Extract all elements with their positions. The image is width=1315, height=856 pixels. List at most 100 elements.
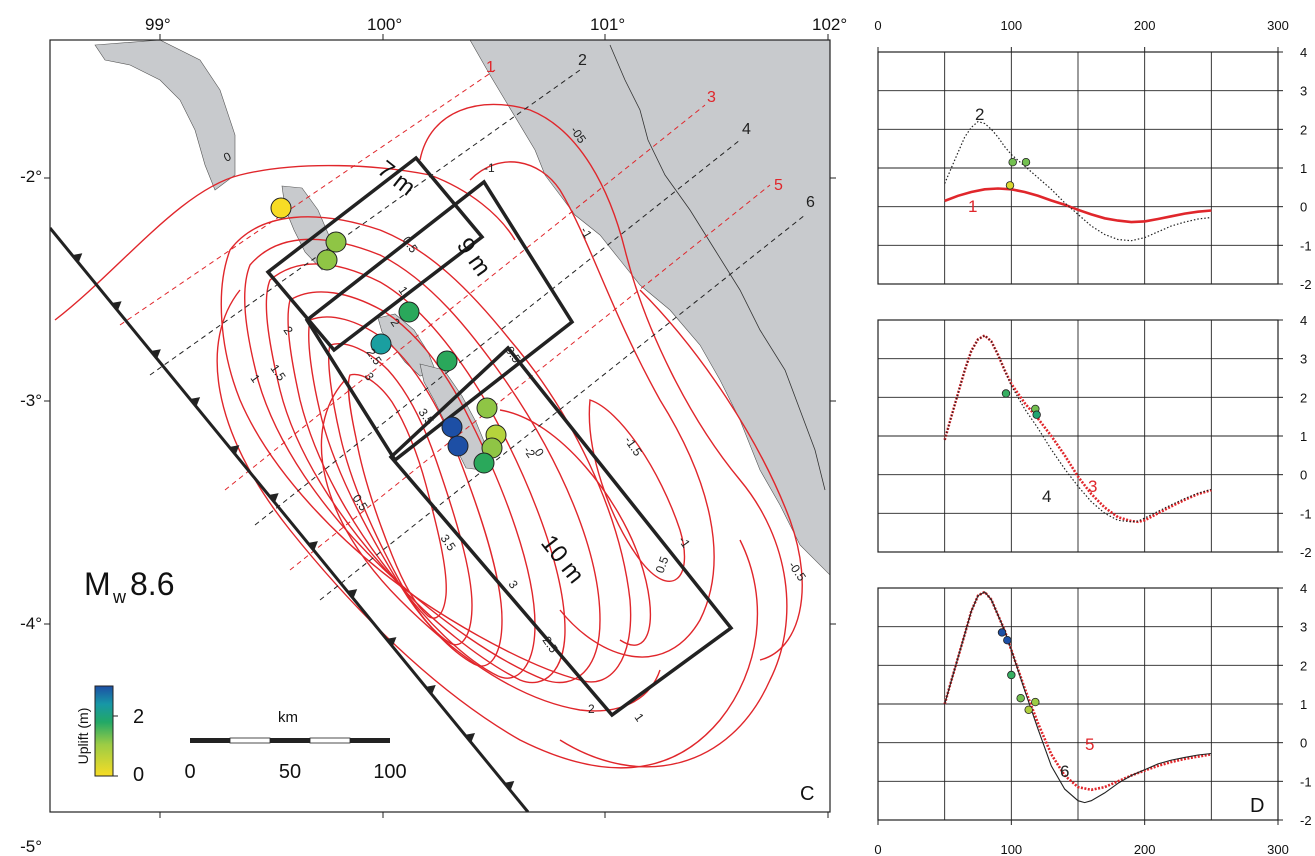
contour-label: -0.5	[786, 559, 810, 584]
profile-label-4: 4	[742, 121, 751, 138]
panel-letter-d: D	[1250, 795, 1264, 817]
series-line-3	[943, 333, 1212, 524]
uplift-contours	[54, 103, 803, 769]
station-circle	[325, 231, 347, 253]
trench-tooth	[150, 349, 161, 359]
scalebar-segment	[309, 737, 351, 744]
y-tick-label: 1	[1300, 429, 1307, 444]
trench-tooth	[189, 397, 201, 407]
uplift-point	[1001, 389, 1011, 398]
uplift-point	[1016, 694, 1025, 703]
trench-teeth	[72, 253, 515, 791]
station-circle	[398, 301, 420, 323]
lat-tick-label: -2°	[20, 167, 42, 186]
contour-label: 3	[506, 578, 521, 592]
station-circle	[473, 452, 495, 474]
lon-tick-labels: 99° 100° 101° 102°	[145, 15, 847, 34]
trench-tooth	[386, 637, 397, 647]
series-label-6: 6	[1060, 762, 1069, 781]
y-tick-label: 1	[1300, 697, 1307, 712]
series-line-2	[944, 120, 1212, 242]
scalebar: km 0 50 100	[184, 709, 406, 783]
panel-letter-c: C	[800, 783, 814, 805]
contour-0-west	[216, 289, 759, 769]
profile-label-3: 3	[707, 89, 716, 106]
station-circle	[270, 197, 292, 219]
y-tick-label: 3	[1300, 84, 1307, 99]
contour-label: 1	[632, 711, 647, 725]
trench-tooth	[111, 301, 122, 311]
lon-tick-label: 100°	[367, 15, 402, 34]
uplift-point	[1008, 157, 1017, 167]
series-label-2: 2	[975, 105, 984, 124]
lat-tick-label: -3°	[20, 391, 42, 410]
profile-line-1	[119, 69, 496, 326]
magnitude-subscript: w	[112, 587, 127, 607]
profile-chart-middle: 4 3 2 1 0 -1 -2 3 4	[877, 313, 1312, 560]
contour-1-a	[244, 238, 601, 684]
profile-panels: 4 3 2 1 0 -1 -2 1 2 0 100 200 300 4 3 2 1 0 -1 -2 3 4 4 3 2 1 0 -1 -…	[874, 18, 1311, 856]
uplift-point	[1005, 181, 1015, 190]
x-tick-label: 200	[1134, 842, 1156, 856]
profile-line-4	[254, 139, 741, 526]
map-panel: 0 -05 -1 -1 0.5 1 2 2.5 3 3.5 2 1.5 1 0.…	[20, 15, 847, 856]
contour-label: -1	[484, 161, 495, 175]
colorbar-gradient	[94, 685, 114, 777]
x-tick-label: 100	[1000, 842, 1022, 856]
trench-tooth	[268, 493, 279, 503]
uplift-point	[1003, 636, 1012, 645]
contour-n15-lobe	[588, 399, 686, 582]
patch-10m-outline	[388, 345, 734, 718]
y-tick-label: 0	[1300, 200, 1307, 215]
trench-tooth	[464, 733, 475, 743]
sumatra-coast-land	[469, 40, 830, 576]
contour-0-outer	[54, 164, 516, 321]
profile-line-6	[319, 214, 806, 601]
contour-label: 0.5	[350, 492, 371, 514]
profile-label-1: 1	[486, 59, 495, 76]
scalebar-segment	[190, 738, 230, 743]
profile-line-3	[224, 104, 706, 491]
contour-label: -1.5	[622, 434, 646, 459]
lon-tick-label: 99°	[145, 15, 171, 34]
contour-label: 3.5	[416, 406, 437, 428]
contour-label: -1	[676, 534, 694, 551]
uplift-point	[1024, 705, 1033, 714]
profile-label-5: 5	[774, 177, 783, 194]
map-frame	[49, 39, 831, 813]
trench-tooth	[72, 253, 83, 263]
contour-n05-east	[639, 289, 803, 661]
trench-tooth	[425, 685, 436, 695]
rupture-patches	[265, 155, 734, 718]
sumatran-fault-trace	[609, 44, 826, 491]
contour-label: 3	[362, 370, 377, 384]
colorbar-title: Uplift (m)	[75, 708, 91, 765]
contour-label: 1	[248, 372, 263, 386]
series-line-1	[944, 187, 1212, 224]
profile-label-6: 6	[806, 194, 815, 211]
scalebar-segment	[270, 738, 310, 743]
y-tick-label: -2	[1300, 277, 1312, 292]
y-tick-label: 1	[1300, 161, 1307, 176]
y-tick-label: 0	[1300, 468, 1307, 483]
profile-labels: 1 2 3 4 5 6	[486, 52, 815, 211]
station-circle	[316, 249, 338, 271]
patch-9m-outline	[304, 179, 575, 463]
uplift-point	[1021, 157, 1031, 167]
lat-tick-labels: -2° -3° -4° -5°	[20, 167, 42, 856]
contour-2-a	[287, 291, 536, 679]
station-circle	[370, 333, 392, 355]
y-tick-label: 0	[1300, 736, 1307, 751]
lat-tick-label: -4°	[20, 614, 42, 633]
magnitude-prefix: M	[84, 566, 111, 602]
magnitude-label: M w 8.6	[84, 566, 174, 607]
profile-label-2: 2	[578, 52, 587, 69]
trench-tooth	[347, 589, 358, 599]
y-tick-label: 3	[1300, 620, 1307, 635]
y-tick-label: 2	[1300, 122, 1307, 137]
y-tick-label: 4	[1300, 45, 1307, 60]
series-line-6	[944, 591, 1212, 804]
patch-label-7m: 7 m	[372, 155, 420, 201]
y-tick-label: -1	[1300, 774, 1312, 789]
y-tick-label: -2	[1300, 813, 1312, 828]
